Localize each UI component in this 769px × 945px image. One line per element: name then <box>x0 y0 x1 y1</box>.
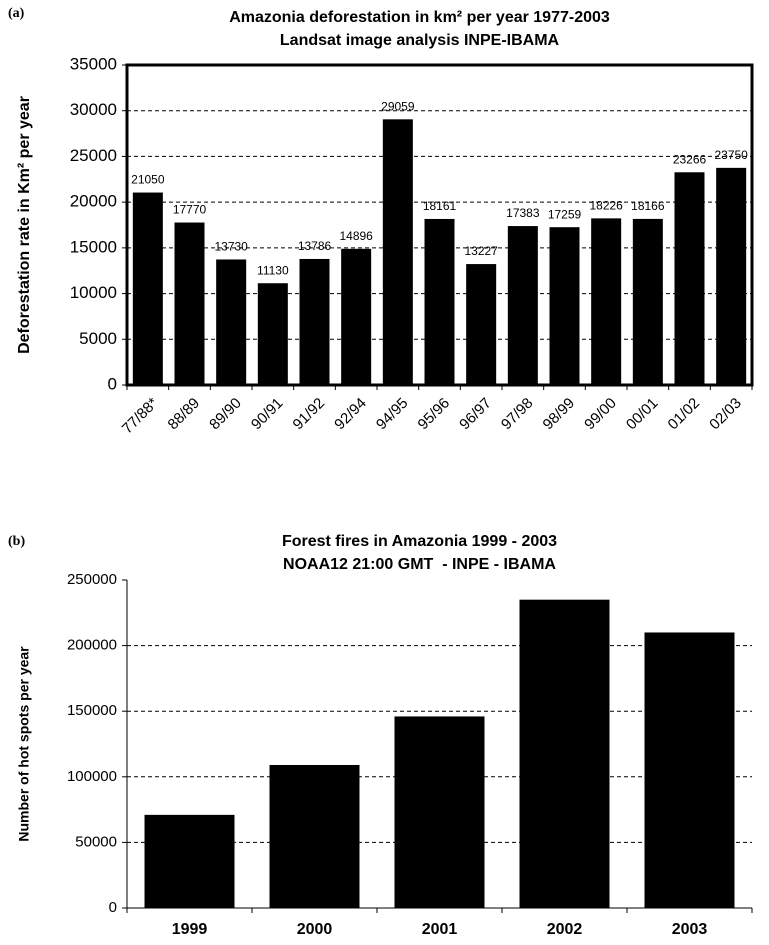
y-tick-label: 100000 <box>67 768 117 785</box>
chart-subtitle: NOAA12 21:00 GMT - INPE - IBAMA <box>283 556 556 573</box>
x-tick-label: 95/96 <box>415 395 454 434</box>
x-tick-label: 77/88* <box>119 394 162 437</box>
y-tick-label: 20000 <box>70 192 117 211</box>
x-tick-label: 92/94 <box>331 395 370 434</box>
x-tick-label: 89/90 <box>206 395 245 434</box>
x-tick-label: 02/03 <box>706 395 745 434</box>
value-label: 13227 <box>464 244 498 258</box>
y-tick-label: 30000 <box>70 100 117 119</box>
y-tick-label: 0 <box>108 374 117 393</box>
x-tick-label: 96/97 <box>456 395 495 434</box>
value-label: 18226 <box>589 199 623 213</box>
panel-label: (b) <box>8 534 25 549</box>
bar <box>174 222 205 385</box>
y-axis-label: Number of hot spots per year <box>16 646 32 842</box>
x-tick-label: 91/92 <box>290 395 329 434</box>
bar <box>382 119 413 385</box>
value-label: 23266 <box>673 152 707 166</box>
bar <box>591 218 622 385</box>
value-label: 14896 <box>339 229 373 243</box>
bar <box>644 632 735 908</box>
panel-label: (a) <box>8 6 25 21</box>
x-tick-label: 2001 <box>422 921 458 938</box>
bar <box>519 599 610 908</box>
value-label: 23750 <box>714 148 748 162</box>
bar <box>716 167 747 385</box>
bar <box>549 227 580 385</box>
bar <box>341 248 372 385</box>
bar <box>507 226 538 385</box>
value-label: 17770 <box>173 203 207 217</box>
x-tick-label: 2003 <box>672 921 708 938</box>
bar <box>144 814 235 908</box>
chart-title: Amazonia deforestation in km² per year 1… <box>229 9 610 26</box>
value-label: 18166 <box>631 199 665 213</box>
bar <box>394 716 485 908</box>
bar <box>299 258 330 385</box>
value-label: 17259 <box>548 207 582 221</box>
bar <box>632 218 663 385</box>
bar <box>216 259 247 385</box>
y-tick-label: 15000 <box>70 237 117 256</box>
chart-title: Forest fires in Amazonia 1999 - 2003 <box>282 533 557 550</box>
y-tick-label: 35000 <box>70 54 117 73</box>
value-label: 13730 <box>214 240 248 254</box>
x-tick-label: 94/95 <box>373 395 412 434</box>
x-tick-label: 97/98 <box>498 395 537 434</box>
y-tick-label: 250000 <box>67 571 117 588</box>
x-tick-label: 01/02 <box>665 395 704 434</box>
value-label: 17383 <box>506 206 540 220</box>
y-tick-label: 200000 <box>67 637 117 654</box>
y-tick-label: 10000 <box>70 283 117 302</box>
bar <box>674 172 705 385</box>
x-tick-label: 2002 <box>547 921 583 938</box>
value-label: 11130 <box>257 263 289 277</box>
y-axis-label: Deforestation rate in Km² per year <box>16 96 33 354</box>
chart-subtitle: Landsat image analysis INPE-IBAMA <box>280 32 560 49</box>
value-label: 18161 <box>423 199 457 213</box>
value-label: 13786 <box>298 239 332 253</box>
x-tick-label: 88/89 <box>165 395 204 434</box>
bar <box>269 764 360 908</box>
bar <box>132 192 163 385</box>
y-tick-label: 0 <box>109 899 117 916</box>
x-tick-label: 98/99 <box>540 395 579 434</box>
y-tick-label: 25000 <box>70 146 117 165</box>
y-tick-label: 5000 <box>79 329 117 348</box>
bar <box>466 264 497 385</box>
x-tick-label: 2000 <box>297 921 333 938</box>
x-tick-label: 99/00 <box>581 395 620 434</box>
bar <box>424 218 455 385</box>
plot-border <box>125 63 754 387</box>
value-label: 21050 <box>131 173 165 187</box>
x-tick-label: 00/01 <box>623 395 662 434</box>
bar <box>257 283 288 385</box>
x-tick-label: 90/91 <box>248 395 287 434</box>
value-label: 29059 <box>381 99 415 113</box>
y-tick-label: 150000 <box>67 702 117 719</box>
y-tick-label: 50000 <box>75 833 117 850</box>
x-tick-label: 1999 <box>172 921 208 938</box>
